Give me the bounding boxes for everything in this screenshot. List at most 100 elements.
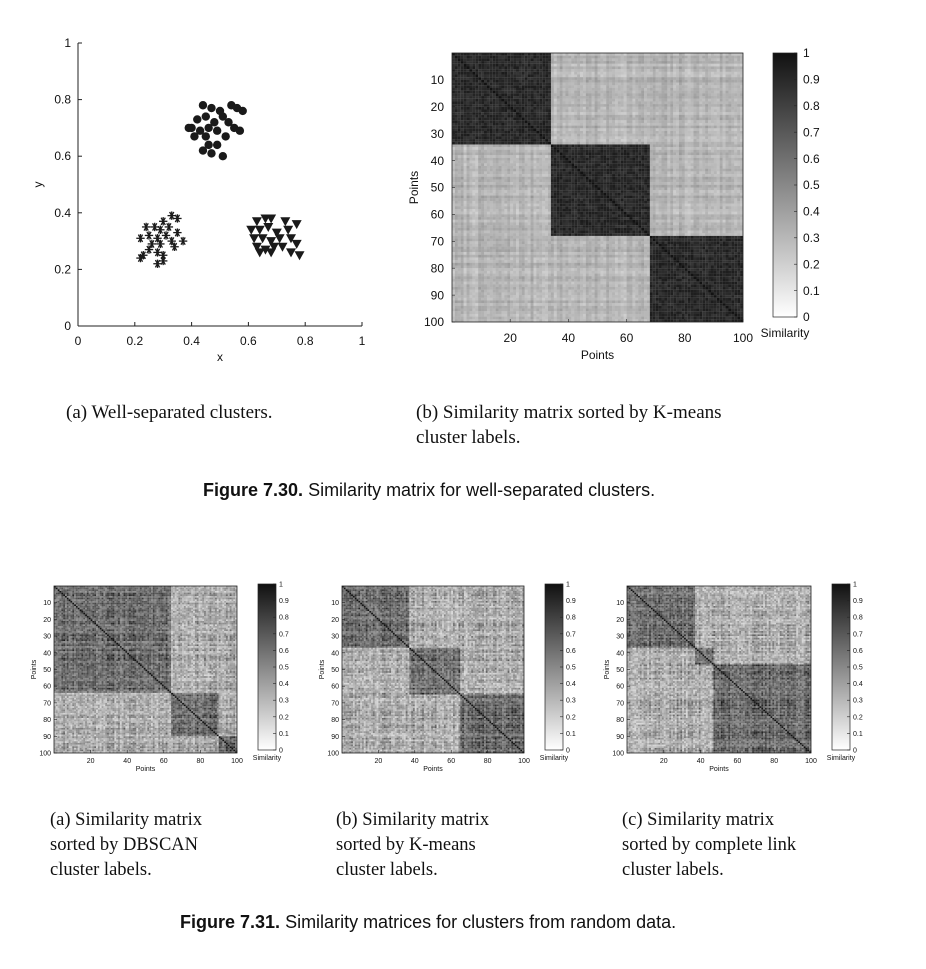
subcaption-30b-line1: (b) Similarity matrix sorted by K-means <box>416 400 722 425</box>
subcaption-31b-line3: cluster labels. <box>336 858 552 883</box>
colorbar-tick-label: 0.1 <box>279 731 289 738</box>
subcaption-30a: (a) Well-separated clusters. <box>66 400 273 425</box>
y-tick-label: 20 <box>331 617 339 624</box>
y-tick-label: 80 <box>616 717 624 724</box>
y-tick-label: 70 <box>331 700 339 707</box>
y-tick-label: 40 <box>616 650 624 657</box>
colorbar-tick-label: 0.2 <box>853 714 863 721</box>
x-axis-label: Points <box>709 766 729 773</box>
colorbar-tick-label: 0.1 <box>853 731 863 738</box>
y-tick-label: 60 <box>331 684 339 691</box>
colorbar-label: Similarity <box>540 755 569 762</box>
x-tick-label: 20 <box>375 758 383 765</box>
y-tick-label: 100 <box>612 750 624 757</box>
colorbar-tick-label: 1 <box>853 581 857 588</box>
subcaption-31b-line2: sorted by K-means <box>336 833 552 858</box>
x-tick-label: 80 <box>770 758 778 765</box>
figure-label: Figure 7.31. <box>180 912 280 932</box>
colorbar-tick-label: 0.9 <box>279 598 289 605</box>
y-tick-label: 30 <box>331 634 339 641</box>
colorbar-tick-label: 0.6 <box>566 648 576 655</box>
colorbar-tick-label: 0 <box>279 747 283 754</box>
colorbar-tick-label: 0.2 <box>566 714 576 721</box>
x-tick-label: 20 <box>87 758 95 765</box>
matrix-cells <box>54 586 237 753</box>
y-tick-label: 40 <box>43 650 51 657</box>
colorbar-tick-label: 0.7 <box>279 631 289 638</box>
colorbar-tick-label: 0.1 <box>566 731 576 738</box>
colorbar-tick-label: 0.7 <box>853 631 863 638</box>
x-tick-label: 60 <box>160 758 168 765</box>
y-tick-label: 80 <box>331 717 339 724</box>
subcaption-31a-line3: cluster labels. <box>50 858 266 883</box>
y-tick-label: 90 <box>43 734 51 741</box>
subcaption-30b-line2: cluster labels. <box>416 425 520 450</box>
y-tick-label: 60 <box>616 684 624 691</box>
colorbar-tick-label: 0.5 <box>566 664 576 671</box>
subcaption-31c: (c) Similarity matrix sorted by complete… <box>622 808 838 883</box>
colorbar-tick-label: 0.8 <box>566 615 576 622</box>
y-tick-label: 60 <box>43 684 51 691</box>
subcaption-31c-line3: cluster labels. <box>622 858 838 883</box>
figure-caption-text: Similarity matrices for clusters from ra… <box>285 912 676 932</box>
colorbar-tick-label: 0.5 <box>853 664 863 671</box>
matrix-cells <box>342 586 524 753</box>
colorbar-label: Similarity <box>253 755 282 762</box>
colorbar-tick-label: 0.6 <box>853 648 863 655</box>
subcaption-31c-line1: (c) Similarity matrix <box>622 808 838 833</box>
y-tick-label: 50 <box>43 667 51 674</box>
x-tick-label: 60 <box>447 758 455 765</box>
x-tick-label: 80 <box>197 758 205 765</box>
colorbar-tick-label: 1 <box>566 581 570 588</box>
y-tick-label: 10 <box>331 600 339 607</box>
x-axis-label: Points <box>423 766 443 773</box>
y-tick-label: 50 <box>616 667 624 674</box>
y-axis-label: Points <box>319 659 326 679</box>
figure-caption-7-30: Figure 7.30. Similarity matrix for well-… <box>203 480 655 501</box>
y-tick-label: 20 <box>616 617 624 624</box>
colorbar-tick-label: 0.4 <box>853 681 863 688</box>
x-tick-label: 40 <box>697 758 705 765</box>
y-tick-label: 70 <box>616 700 624 707</box>
x-axis-label: Points <box>136 766 156 773</box>
colorbar-tick-label: 1 <box>279 581 283 588</box>
subcaption-31c-line2: sorted by complete link <box>622 833 838 858</box>
colorbar-tick-label: 0 <box>853 747 857 754</box>
x-tick-label: 100 <box>518 758 530 765</box>
y-tick-label: 90 <box>616 734 624 741</box>
matrix-cells <box>627 586 811 753</box>
y-tick-label: 10 <box>616 600 624 607</box>
y-tick-label: 40 <box>331 650 339 657</box>
figure-caption-7-31: Figure 7.31. Similarity matrices for clu… <box>180 912 676 933</box>
y-axis-label: Points <box>31 659 38 679</box>
colorbar-tick-label: 0.8 <box>279 615 289 622</box>
x-tick-label: 40 <box>411 758 419 765</box>
x-tick-label: 60 <box>734 758 742 765</box>
y-tick-label: 90 <box>331 734 339 741</box>
colorbar-tick-label: 0.2 <box>279 714 289 721</box>
x-tick-label: 100 <box>805 758 817 765</box>
figure-caption-text: Similarity matrix for well-separated clu… <box>308 480 655 500</box>
colorbar-tick-label: 0.5 <box>279 664 289 671</box>
y-tick-label: 100 <box>39 750 51 757</box>
colorbar-tick-label: 0.7 <box>566 631 576 638</box>
colorbar-tick-label: 0.6 <box>279 648 289 655</box>
colorbar-tick-label: 0.4 <box>279 681 289 688</box>
y-axis-label: Points <box>604 659 611 679</box>
y-tick-label: 100 <box>327 750 339 757</box>
colorbar-label: Similarity <box>827 755 856 762</box>
colorbar-tick-label: 0.4 <box>566 681 576 688</box>
colorbar-tick-label: 0.3 <box>566 698 576 705</box>
colorbar-tick-label: 0.9 <box>853 598 863 605</box>
colorbar-tick-label: 0 <box>566 747 570 754</box>
subcaption-31a-line2: sorted by DBSCAN <box>50 833 266 858</box>
x-tick-label: 100 <box>231 758 243 765</box>
y-tick-label: 30 <box>43 634 51 641</box>
figure-label: Figure 7.30. <box>203 480 303 500</box>
colorbar-tick-label: 0.3 <box>279 698 289 705</box>
y-tick-label: 10 <box>43 600 51 607</box>
x-tick-label: 80 <box>484 758 492 765</box>
y-tick-label: 20 <box>43 617 51 624</box>
x-tick-label: 20 <box>660 758 668 765</box>
y-tick-label: 80 <box>43 717 51 724</box>
